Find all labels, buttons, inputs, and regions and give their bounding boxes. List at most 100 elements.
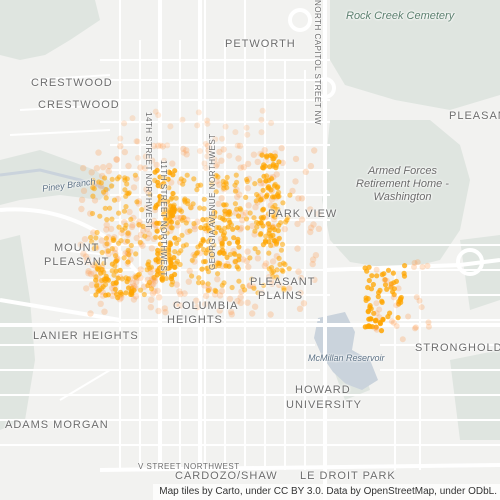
point-marker — [217, 260, 223, 266]
point-marker — [411, 259, 418, 266]
point-marker — [215, 174, 221, 180]
armed-forces-grounds — [322, 120, 470, 270]
point-marker — [254, 191, 260, 198]
point-marker — [137, 164, 144, 171]
label-howard-2: UNIVERSITY — [286, 399, 363, 411]
point-marker — [155, 307, 162, 315]
mcmillan-reservoir-water — [314, 312, 378, 390]
point-marker — [134, 154, 141, 161]
point-marker — [212, 230, 218, 236]
point-marker — [193, 297, 200, 304]
label-11th-street: 11TH STREET NORTHWEST — [159, 160, 168, 277]
point-marker — [93, 292, 99, 298]
point-marker — [103, 186, 109, 193]
point-marker — [292, 178, 299, 185]
point-marker — [201, 206, 207, 212]
point-marker — [395, 285, 402, 292]
point-marker — [203, 250, 209, 256]
point-marker — [83, 258, 91, 266]
point-marker — [139, 207, 145, 213]
point-marker — [382, 282, 389, 288]
point-marker — [243, 124, 250, 131]
point-marker — [413, 294, 420, 301]
point-marker — [230, 226, 236, 232]
point-marker — [388, 318, 395, 325]
point-marker — [107, 205, 113, 211]
point-marker — [93, 277, 99, 283]
point-marker — [242, 209, 249, 217]
point-marker — [172, 249, 178, 255]
point-marker — [264, 153, 270, 159]
point-marker — [158, 196, 164, 202]
point-marker — [137, 239, 143, 245]
point-marker — [260, 207, 266, 213]
label-14th-street: 14TH STREET NORTHWEST — [144, 112, 153, 230]
point-marker — [170, 172, 176, 178]
point-marker — [279, 267, 285, 273]
point-marker — [189, 257, 195, 263]
point-marker — [399, 336, 406, 343]
point-marker — [80, 250, 87, 257]
point-marker — [155, 112, 162, 119]
point-marker — [91, 186, 97, 192]
point-marker — [128, 242, 134, 249]
point-marker — [109, 246, 115, 252]
point-marker — [85, 268, 92, 275]
label-rock-creek-cemetery: Rock Creek Cemetery — [346, 10, 455, 22]
point-marker — [167, 210, 173, 216]
point-marker — [146, 259, 152, 265]
point-marker — [261, 282, 267, 288]
point-marker — [270, 268, 277, 275]
label-le-droit-park: LE DROIT PARK — [300, 470, 396, 482]
point-marker — [272, 227, 278, 233]
point-marker — [412, 324, 419, 331]
point-marker — [231, 235, 237, 241]
point-marker — [395, 315, 401, 321]
point-marker — [266, 177, 272, 183]
point-marker — [209, 180, 215, 186]
point-marker — [167, 123, 174, 130]
point-marker — [191, 176, 197, 182]
point-marker — [87, 270, 95, 278]
point-marker — [309, 260, 316, 268]
point-marker — [188, 205, 194, 211]
point-marker — [147, 304, 154, 311]
point-marker — [362, 265, 368, 271]
point-marker — [226, 152, 233, 159]
point-marker — [227, 219, 233, 225]
point-marker — [379, 298, 385, 304]
label-armed-forces: Armed Forces Retirement Home - Washingto… — [345, 165, 460, 204]
point-marker — [208, 264, 214, 270]
point-marker — [246, 282, 254, 289]
point-marker — [185, 278, 192, 285]
point-marker — [138, 287, 144, 293]
point-marker — [147, 192, 153, 198]
point-marker — [194, 122, 201, 129]
point-marker — [267, 152, 274, 158]
point-marker — [191, 225, 198, 233]
point-marker — [126, 208, 133, 216]
point-marker — [160, 271, 166, 277]
point-marker — [91, 245, 97, 252]
point-marker — [371, 310, 377, 316]
point-marker — [93, 261, 99, 267]
point-marker — [243, 194, 249, 200]
point-marker — [206, 245, 213, 252]
point-marker — [412, 325, 418, 332]
point-marker — [98, 237, 105, 244]
label-v-street: V STREET NORTHWEST — [138, 462, 240, 471]
point-marker — [258, 129, 265, 136]
point-marker — [276, 235, 282, 241]
point-marker — [180, 145, 187, 153]
point-marker — [419, 264, 426, 270]
point-marker — [147, 265, 153, 271]
point-marker — [161, 305, 168, 312]
point-marker — [221, 202, 227, 208]
point-marker — [186, 267, 193, 275]
point-marker — [307, 224, 315, 231]
point-marker — [278, 144, 285, 152]
point-marker — [114, 258, 120, 264]
